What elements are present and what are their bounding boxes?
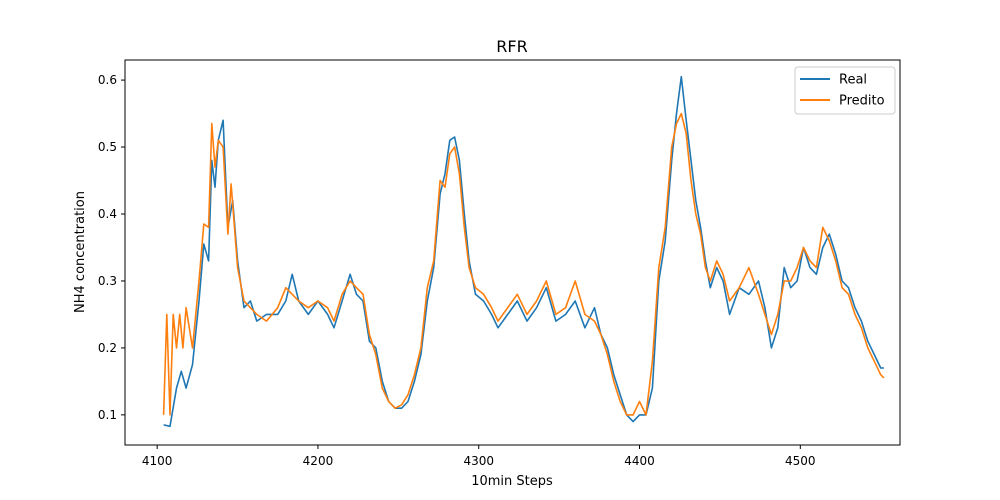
plot-frame xyxy=(124,59,901,446)
y-tick-label: 0.3 xyxy=(98,274,117,288)
x-tick-label: 4200 xyxy=(303,454,334,468)
x-tick-label: 4100 xyxy=(142,454,173,468)
series-layer xyxy=(162,75,885,428)
x-tick-label: 4300 xyxy=(463,454,494,468)
legend-label-real: Real xyxy=(839,73,867,88)
y-tick-label: 0.2 xyxy=(98,341,117,355)
y-axis: 0.1 0.2 0.3 0.4 0.5 0.6 xyxy=(98,73,125,422)
series-line-real xyxy=(163,75,884,428)
y-tick-label: 0.6 xyxy=(98,73,117,87)
legend: Real Predito xyxy=(794,66,896,115)
y-tick-label: 0.4 xyxy=(98,207,117,221)
y-axis-label: NH4 concentration xyxy=(73,191,88,313)
chart-title: RFR xyxy=(496,37,527,56)
x-axis: 4100 4200 4300 4400 4500 xyxy=(142,445,816,468)
legend-label-predito: Predito xyxy=(839,94,885,109)
x-tick-label: 4500 xyxy=(785,454,816,468)
y-tick-label: 0.5 xyxy=(98,140,117,154)
x-axis-label: 10min Steps xyxy=(471,474,553,489)
series-line-predito xyxy=(162,112,885,416)
y-tick-label: 0.1 xyxy=(98,408,117,422)
x-tick-label: 4400 xyxy=(624,454,655,468)
